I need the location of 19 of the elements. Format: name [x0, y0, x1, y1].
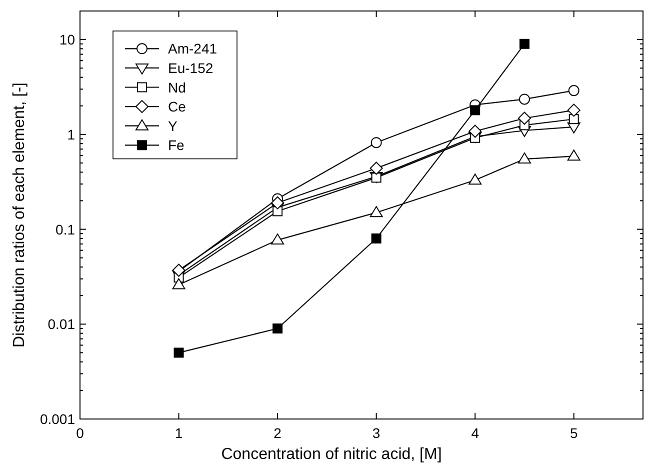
y-tick-label: 0.01 [48, 316, 76, 332]
x-tick-label: 1 [174, 425, 183, 441]
x-tick-label: 4 [471, 425, 480, 441]
x-tick-label: 3 [372, 425, 380, 441]
y-tick-label: 10 [59, 32, 76, 48]
legend-label: Y [168, 118, 178, 134]
x-axis-title: Concentration of nitric acid, [M] [221, 446, 442, 463]
y-tick-label: 1 [67, 126, 76, 142]
legend-label: Ce [168, 98, 186, 115]
legend-label: Fe [168, 137, 185, 154]
y-tick-label: 0.1 [56, 221, 76, 238]
y-axis-title: Distribution ratios of each element, [-] [11, 82, 28, 348]
legend-label: Nd [168, 79, 186, 96]
x-tick-label: 0 [76, 425, 84, 441]
x-tick-label: 2 [274, 425, 282, 441]
y-tick-label: 0.001 [40, 411, 76, 427]
legend-label: Eu-152 [168, 60, 214, 76]
x-tick-label: 5 [570, 425, 578, 441]
legend-label: Am-241 [168, 40, 218, 57]
